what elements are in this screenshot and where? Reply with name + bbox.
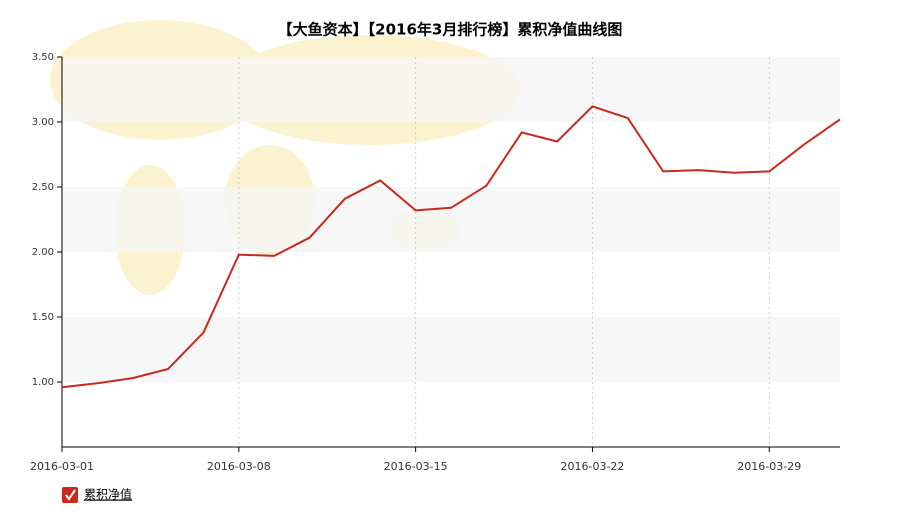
- y-tick-label: 2.00: [32, 247, 54, 258]
- y-tick-label: 3.50: [32, 52, 54, 63]
- y-tick-label: 1.00: [32, 377, 54, 388]
- y-tick-label: 2.50: [32, 182, 54, 193]
- data-line: [61, 105, 841, 389]
- chart-title: 【大鱼资本】【2016年3月排行榜】累积净值曲线图: [278, 21, 623, 39]
- y-tick-label: 3.00: [32, 117, 54, 128]
- grid-band: [62, 57, 840, 122]
- x-tick-label: 2016-03-15: [384, 460, 448, 473]
- legend-check: [65, 489, 76, 501]
- grid-band: [62, 187, 840, 252]
- legend-checkbox: [62, 487, 78, 503]
- legend-label: 累积净值: [84, 487, 132, 502]
- y-tick-label: 1.50: [32, 312, 54, 323]
- x-tick-label: 2016-03-22: [560, 460, 624, 473]
- x-tick-label: 2016-03-08: [207, 460, 271, 473]
- legend-item[interactable]: 累积净值: [62, 487, 132, 504]
- x-tick-label: 2016-03-29: [737, 460, 801, 473]
- grid-band: [62, 317, 840, 382]
- x-tick-label: 2016-03-01: [30, 460, 94, 473]
